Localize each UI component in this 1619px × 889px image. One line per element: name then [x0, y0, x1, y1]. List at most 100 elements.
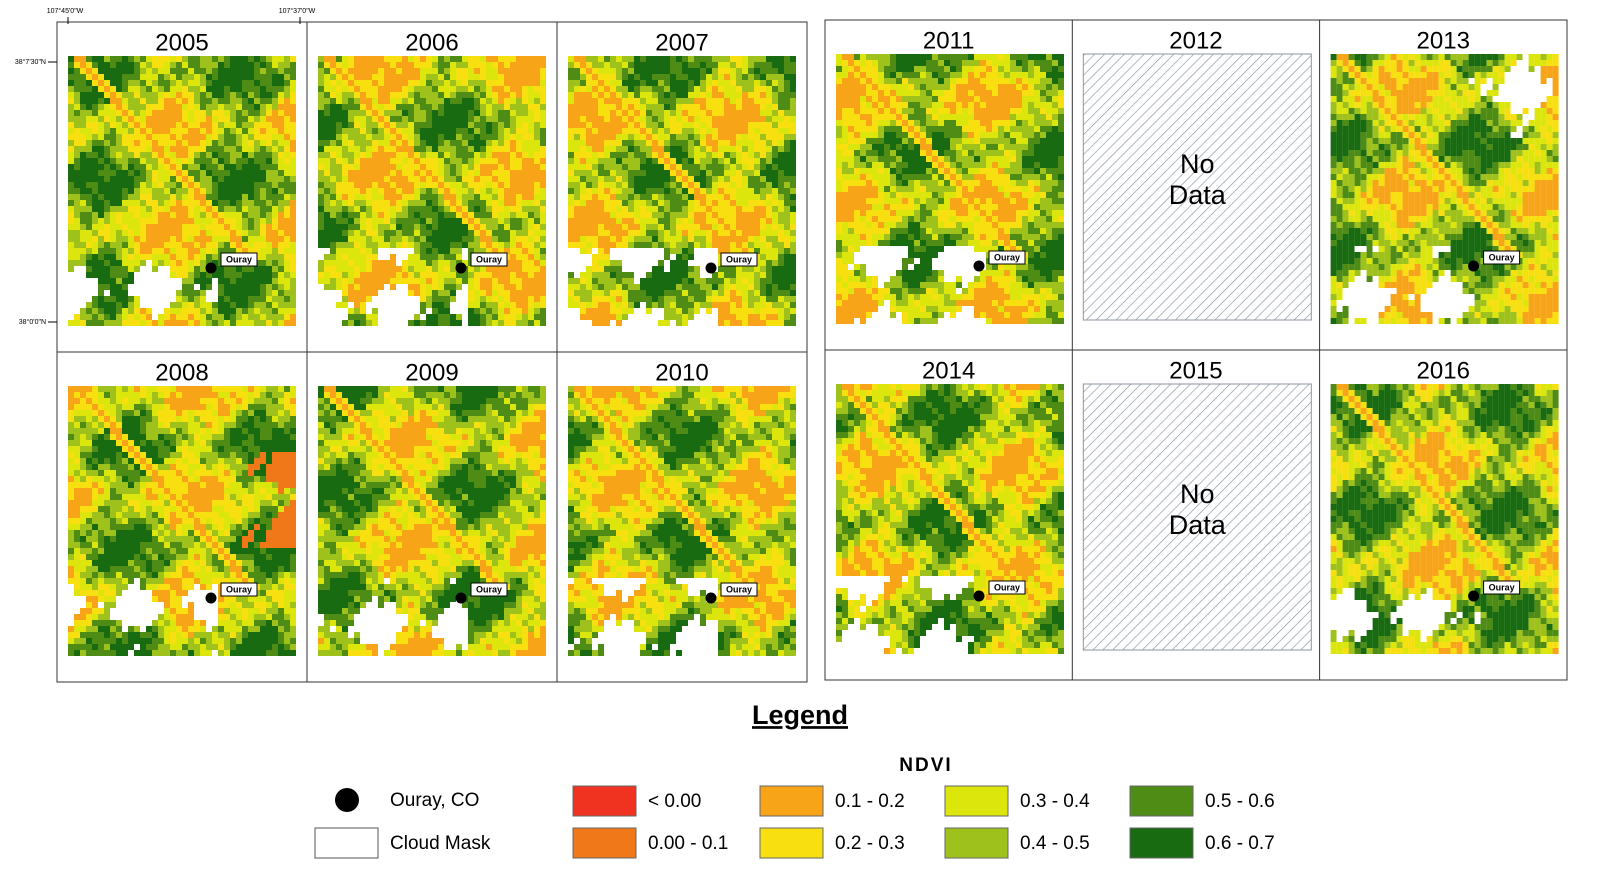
- map-pixel: [68, 206, 74, 212]
- map-pixel: [122, 272, 128, 278]
- map-pixel: [194, 230, 200, 236]
- map-pixel: [68, 320, 74, 326]
- map-pixel: [212, 194, 218, 200]
- map-pixel: [272, 158, 278, 164]
- map-pixel: [694, 98, 700, 104]
- map-pixel: [772, 236, 778, 242]
- map-pixel: [330, 248, 336, 254]
- map-pixel: [206, 74, 212, 80]
- map-pixel: [266, 236, 272, 242]
- map-pixel: [516, 278, 522, 284]
- map-pixel: [426, 290, 432, 296]
- map-pixel: [116, 122, 122, 128]
- map-pixel: [598, 182, 604, 188]
- map-pixel: [790, 176, 796, 182]
- map-pixel: [122, 314, 128, 320]
- map-pixel: [742, 158, 748, 164]
- map-pixel: [516, 158, 522, 164]
- map-pixel: [116, 278, 122, 284]
- map-pixel: [598, 254, 604, 260]
- map-pixel: [706, 110, 712, 116]
- map-pixel: [384, 218, 390, 224]
- map-pixel: [86, 164, 92, 170]
- map-pixel: [790, 80, 796, 86]
- map-pixel: [146, 92, 152, 98]
- map-pixel: [790, 206, 796, 212]
- map-pixel: [390, 254, 396, 260]
- map-pixel: [622, 122, 628, 128]
- map-pixel: [414, 92, 420, 98]
- map-pixel: [640, 134, 646, 140]
- map-pixel: [284, 158, 290, 164]
- map-pixel: [378, 62, 384, 68]
- map-pixel: [336, 86, 342, 92]
- map-pixel: [450, 194, 456, 200]
- map-pixel: [324, 308, 330, 314]
- map-pixel: [272, 62, 278, 68]
- map-pixel: [540, 260, 546, 266]
- map-pixel: [336, 146, 342, 152]
- map-pixel: [260, 266, 266, 272]
- map-pixel: [236, 128, 242, 134]
- map-pixel: [260, 206, 266, 212]
- map-pixel: [134, 176, 140, 182]
- map-pixel: [706, 170, 712, 176]
- map-pixel: [68, 104, 74, 110]
- map-pixel: [266, 176, 272, 182]
- map-pixel: [272, 200, 278, 206]
- map-pixel: [236, 116, 242, 122]
- map-pixel: [736, 290, 742, 296]
- map-pixel: [200, 116, 206, 122]
- map-pixel: [580, 170, 586, 176]
- map-pixel: [98, 152, 104, 158]
- map-pixel: [688, 266, 694, 272]
- map-pixel: [516, 140, 522, 146]
- map-pixel: [438, 236, 444, 242]
- map-pixel: [414, 176, 420, 182]
- map-pixel: [694, 122, 700, 128]
- map-pixel: [236, 308, 242, 314]
- map-pixel: [200, 320, 206, 326]
- map-pixel: [426, 230, 432, 236]
- map-pixel: [574, 236, 580, 242]
- map-pixel: [438, 266, 444, 272]
- map-pixel: [568, 86, 574, 92]
- map-pixel: [272, 236, 278, 242]
- map-pixel: [266, 284, 272, 290]
- map-pixel: [646, 218, 652, 224]
- map-pixel: [200, 176, 206, 182]
- map-pixel: [598, 170, 604, 176]
- map-pixel: [598, 206, 604, 212]
- map-pixel: [450, 290, 456, 296]
- map-pixel: [498, 290, 504, 296]
- map-pixel: [706, 236, 712, 242]
- map-pixel: [426, 176, 432, 182]
- map-pixel: [498, 188, 504, 194]
- map-pixel: [134, 62, 140, 68]
- map-pixel: [658, 200, 664, 206]
- map-pixel: [676, 176, 682, 182]
- map-pixel: [498, 56, 504, 62]
- map-pixel: [468, 272, 474, 278]
- map-pixel: [218, 236, 224, 242]
- map-pixel: [284, 194, 290, 200]
- map-pixel: [616, 254, 622, 260]
- map-pixel: [766, 80, 772, 86]
- map-pixel: [348, 128, 354, 134]
- map-pixel: [318, 188, 324, 194]
- map-pixel: [402, 62, 408, 68]
- map-pixel: [366, 314, 372, 320]
- map-pixel: [80, 224, 86, 230]
- map-pixel: [790, 170, 796, 176]
- map-pixel: [290, 128, 296, 134]
- map-pixel: [98, 230, 104, 236]
- map-pixel: [468, 56, 474, 62]
- map-pixel: [426, 224, 432, 230]
- map-pixel: [360, 230, 366, 236]
- map-pixel: [646, 236, 652, 242]
- map-pixel: [336, 110, 342, 116]
- map-pixel: [218, 194, 224, 200]
- map-pixel: [390, 212, 396, 218]
- map-pixel: [694, 176, 700, 182]
- map-pixel: [318, 158, 324, 164]
